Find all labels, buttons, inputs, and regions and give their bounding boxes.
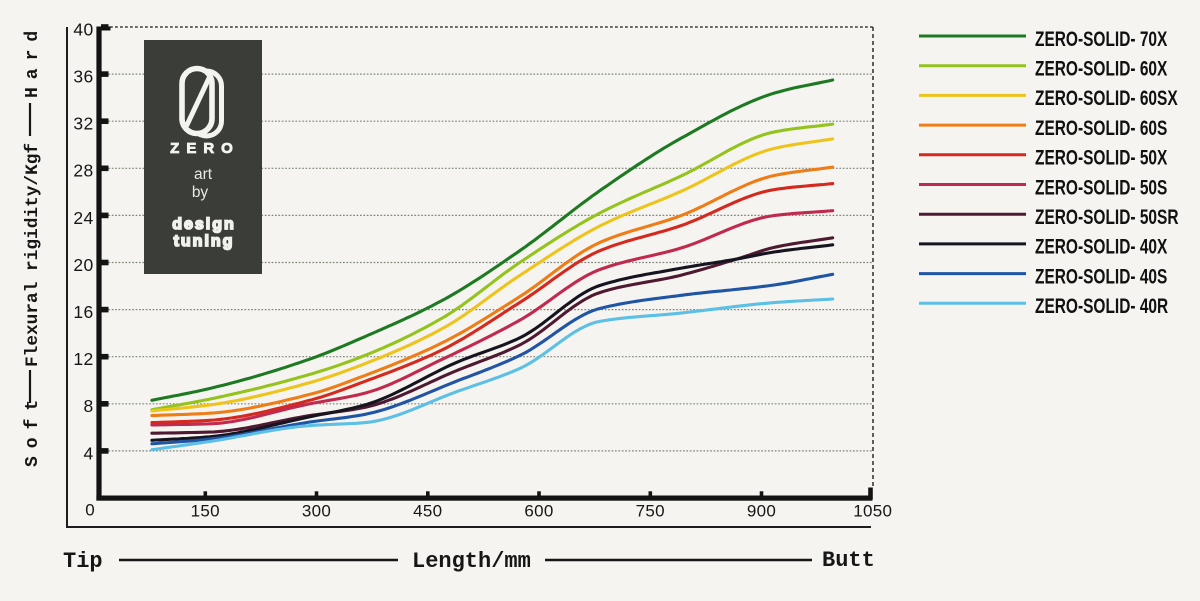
svg-text:150: 150 <box>191 502 220 521</box>
svg-text:Length/mm: Length/mm <box>412 549 531 574</box>
svg-text:1050: 1050 <box>853 502 892 521</box>
svg-text:24: 24 <box>73 208 93 228</box>
svg-text:12: 12 <box>73 349 93 369</box>
svg-text:ZERO-SOLID- 50S: ZERO-SOLID- 50S <box>1035 175 1167 199</box>
svg-text:ZERO-SOLID- 40S: ZERO-SOLID- 40S <box>1035 264 1167 288</box>
svg-text:40: 40 <box>73 19 93 39</box>
svg-text:tuning: tuning <box>174 233 235 250</box>
svg-text:450: 450 <box>413 502 442 521</box>
svg-text:Hard: Hard <box>23 23 43 98</box>
svg-text:ZERO-SOLID- 60SX: ZERO-SOLID- 60SX <box>1035 86 1178 110</box>
svg-text:ZERO-SOLID- 60S: ZERO-SOLID- 60S <box>1035 115 1167 139</box>
svg-text:ZERO-SOLID- 50X: ZERO-SOLID- 50X <box>1035 145 1168 169</box>
svg-text:0: 0 <box>85 501 95 520</box>
svg-text:Flexural rigidity/Kgf: Flexural rigidity/Kgf <box>23 143 43 367</box>
svg-text:28: 28 <box>73 161 93 181</box>
svg-text:ZERO-SOLID- 50SR: ZERO-SOLID- 50SR <box>1035 204 1179 228</box>
svg-text:4: 4 <box>83 443 93 463</box>
svg-text:ZERO-SOLID- 40X: ZERO-SOLID- 40X <box>1035 234 1168 258</box>
svg-text:300: 300 <box>302 502 331 521</box>
svg-text:16: 16 <box>73 302 93 322</box>
svg-text:900: 900 <box>747 502 776 521</box>
svg-text:ZERO: ZERO <box>170 140 240 157</box>
svg-text:ZERO-SOLID- 70X: ZERO-SOLID- 70X <box>1035 26 1168 50</box>
svg-text:Tip: Tip <box>63 549 103 574</box>
svg-text:ZERO-SOLID- 60X: ZERO-SOLID- 60X <box>1035 56 1168 80</box>
svg-text:by: by <box>192 184 209 201</box>
svg-text:Soft: Soft <box>23 392 43 467</box>
svg-text:32: 32 <box>73 114 93 134</box>
svg-text:750: 750 <box>636 502 665 521</box>
svg-text:600: 600 <box>524 502 553 521</box>
svg-text:art: art <box>194 166 213 183</box>
svg-text:Butt: Butt <box>822 548 875 573</box>
svg-text:20: 20 <box>73 255 93 275</box>
svg-text:8: 8 <box>83 396 93 416</box>
svg-text:ZERO-SOLID- 40R: ZERO-SOLID- 40R <box>1035 294 1169 318</box>
svg-text:36: 36 <box>73 67 93 87</box>
svg-text:design: design <box>172 216 236 233</box>
